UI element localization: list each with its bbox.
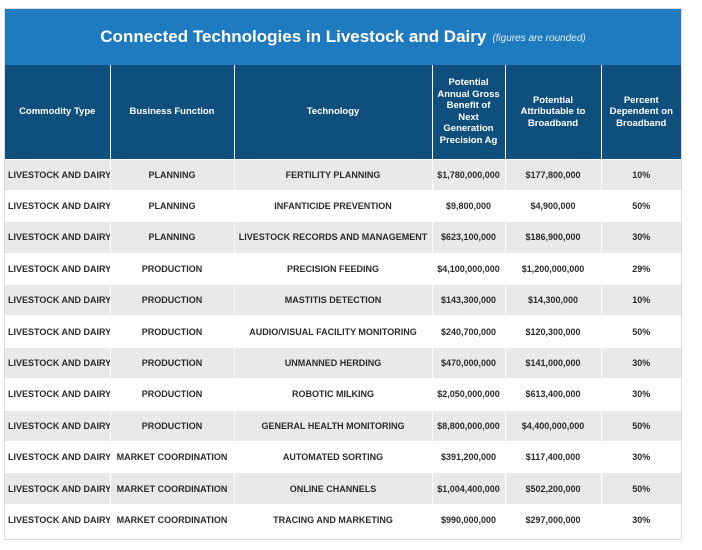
business-function-cell: PRODUCTION	[110, 284, 235, 316]
technology-cell: GENERAL HEALTH MONITORING	[234, 409, 433, 442]
technology-cell: ONLINE CHANNELS	[234, 472, 433, 505]
percent-dependent-cell: 50%	[601, 315, 681, 348]
commodity-type-cell: LIVESTOCK AND DAIRY	[5, 315, 111, 348]
commodity-type-cell: LIVESTOCK AND DAIRY	[5, 441, 111, 473]
table-row: LIVESTOCK AND DAIRY PRODUCTION AUDIO/VISUA…	[5, 315, 681, 348]
table-row: LIVESTOCK AND DAIRY PLANNING FERTILITY PLA…	[5, 158, 681, 191]
attributable-broadband-cell: $297,000,000	[505, 503, 602, 536]
commodity-type-cell: LIVESTOCK AND DAIRY	[5, 472, 111, 505]
technology-cell: LIVESTOCK RECORDS AND MANAGEMENT	[234, 221, 433, 254]
business-function-cell: MARKET COORDINATION	[110, 472, 235, 505]
gross-benefit-cell: $240,700,000	[432, 315, 506, 348]
table-row: LIVESTOCK AND DAIRY PRODUCTION MASTITIS DE…	[5, 284, 681, 316]
business-function-cell: PRODUCTION	[110, 378, 235, 411]
attributable-broadband-cell: $186,900,000	[505, 221, 602, 254]
business-function-cell: MARKET COORDINATION	[110, 441, 235, 473]
attributable-broadband-cell: $120,300,000	[505, 315, 602, 348]
attributable-broadband-cell: $177,800,000	[505, 158, 602, 191]
technology-cell: TRACING AND MARKETING	[234, 503, 433, 536]
technology-cell: AUDIO/VISUAL FACILITY MONITORING	[234, 315, 433, 348]
technology-cell: AUTOMATED SORTING	[234, 441, 433, 473]
commodity-type-cell: LIVESTOCK AND DAIRY	[5, 409, 111, 442]
gross-benefit-cell: $470,000,000	[432, 346, 506, 379]
percent-dependent-cell: 30%	[601, 441, 681, 473]
commodity-type-cell: LIVESTOCK AND DAIRY	[5, 378, 111, 411]
commodity-type-cell: LIVESTOCK AND DAIRY	[5, 189, 111, 222]
attributable-broadband-cell: $14,300,000	[505, 284, 602, 316]
attributable-broadband-cell: $1,200,000,000	[505, 252, 602, 285]
business-function-cell: PLANNING	[110, 221, 235, 254]
business-function-cell: PRODUCTION	[110, 252, 235, 285]
gross-benefit-cell: $143,300,000	[432, 284, 506, 316]
commodity-type-cell: LIVESTOCK AND DAIRY	[5, 252, 111, 285]
gross-benefit-cell: $990,000,000	[432, 503, 506, 536]
gross-benefit-cell: $2,050,000,000	[432, 378, 506, 411]
column-header-business-function: Business Function	[110, 65, 235, 159]
attributable-broadband-cell: $502,200,000	[505, 472, 602, 505]
table-row: LIVESTOCK AND DAIRY PRODUCTION UNMANNED HE…	[5, 346, 681, 379]
table-row: LIVESTOCK AND DAIRY PRODUCTION GENERAL HEA…	[5, 409, 681, 442]
data-table: Commodity Type Business Function Technol…	[5, 65, 681, 536]
technology-cell: ROBOTIC MILKING	[234, 378, 433, 411]
percent-dependent-cell: 10%	[601, 158, 681, 191]
table-title-note: (figures are rounded)	[492, 33, 586, 44]
business-function-cell: PLANNING	[110, 189, 235, 222]
table-title: Connected Technologies in Livestock and …	[100, 27, 487, 46]
percent-dependent-cell: 29%	[601, 252, 681, 285]
business-function-cell: PLANNING	[110, 158, 235, 191]
gross-benefit-cell: $623,100,000	[432, 221, 506, 254]
gross-benefit-cell: $8,800,000,000	[432, 409, 506, 442]
gross-benefit-cell: $391,200,000	[432, 441, 506, 473]
table-body: LIVESTOCK AND DAIRY PLANNING FERTILITY PLA…	[5, 158, 681, 536]
commodity-type-cell: LIVESTOCK AND DAIRY	[5, 503, 111, 536]
column-header-commodity-type: Commodity Type	[5, 65, 111, 159]
commodity-type-cell: LIVESTOCK AND DAIRY	[5, 346, 111, 379]
technology-cell: UNMANNED HERDING	[234, 346, 433, 379]
percent-dependent-cell: 50%	[601, 409, 681, 442]
table-frame: Connected Technologies in Livestock and …	[4, 8, 682, 540]
percent-dependent-cell: 50%	[601, 472, 681, 505]
gross-benefit-cell: $1,780,000,000	[432, 158, 506, 191]
technology-cell: MASTITIS DETECTION	[234, 284, 433, 316]
percent-dependent-cell: 30%	[601, 221, 681, 254]
table-row: LIVESTOCK AND DAIRY PLANNING INFANTICIDE P…	[5, 189, 681, 222]
table-row: LIVESTOCK AND DAIRY MARKET COORDINATION AU…	[5, 441, 681, 473]
commodity-type-cell: LIVESTOCK AND DAIRY	[5, 221, 111, 254]
commodity-type-cell: LIVESTOCK AND DAIRY	[5, 284, 111, 316]
percent-dependent-cell: 50%	[601, 189, 681, 222]
business-function-cell: PRODUCTION	[110, 315, 235, 348]
business-function-cell: MARKET COORDINATION	[110, 503, 235, 536]
column-header-percent-dependent: Percent Dependent on Broadband	[601, 65, 681, 159]
business-function-cell: PRODUCTION	[110, 346, 235, 379]
table-title-bar: Connected Technologies in Livestock and …	[5, 9, 681, 65]
gross-benefit-cell: $9,800,000	[432, 189, 506, 222]
column-header-gross-benefit: Potential Annual Gross Benefit of Next G…	[432, 65, 506, 159]
column-header-technology: Technology	[234, 65, 433, 159]
percent-dependent-cell: 30%	[601, 378, 681, 411]
column-header-attributable-broadband: Potential Attributable to Broadband	[505, 65, 602, 159]
table-row: LIVESTOCK AND DAIRY MARKET COORDINATION TR…	[5, 503, 681, 536]
table-row: LIVESTOCK AND DAIRY PRODUCTION PRECISION F…	[5, 252, 681, 285]
technology-cell: PRECISION FEEDING	[234, 252, 433, 285]
technology-cell: FERTILITY PLANNING	[234, 158, 433, 191]
percent-dependent-cell: 30%	[601, 346, 681, 379]
technology-cell: INFANTICIDE PREVENTION	[234, 189, 433, 222]
percent-dependent-cell: 10%	[601, 284, 681, 316]
attributable-broadband-cell: $117,400,000	[505, 441, 602, 473]
gross-benefit-cell: $4,100,000,000	[432, 252, 506, 285]
attributable-broadband-cell: $4,900,000	[505, 189, 602, 222]
commodity-type-cell: LIVESTOCK AND DAIRY	[5, 158, 111, 191]
gross-benefit-cell: $1,004,400,000	[432, 472, 506, 505]
percent-dependent-cell: 30%	[601, 503, 681, 536]
table-row: LIVESTOCK AND DAIRY MARKET COORDINATION ON…	[5, 472, 681, 505]
attributable-broadband-cell: $4,400,000,000	[505, 409, 602, 442]
attributable-broadband-cell: $141,000,000	[505, 346, 602, 379]
attributable-broadband-cell: $613,400,000	[505, 378, 602, 411]
table-row: LIVESTOCK AND DAIRY PRODUCTION ROBOTIC MIL…	[5, 378, 681, 411]
header-row: Commodity Type Business Function Technol…	[5, 65, 681, 159]
business-function-cell: PRODUCTION	[110, 409, 235, 442]
table-row: LIVESTOCK AND DAIRY PLANNING LIVESTOCK REC…	[5, 221, 681, 254]
